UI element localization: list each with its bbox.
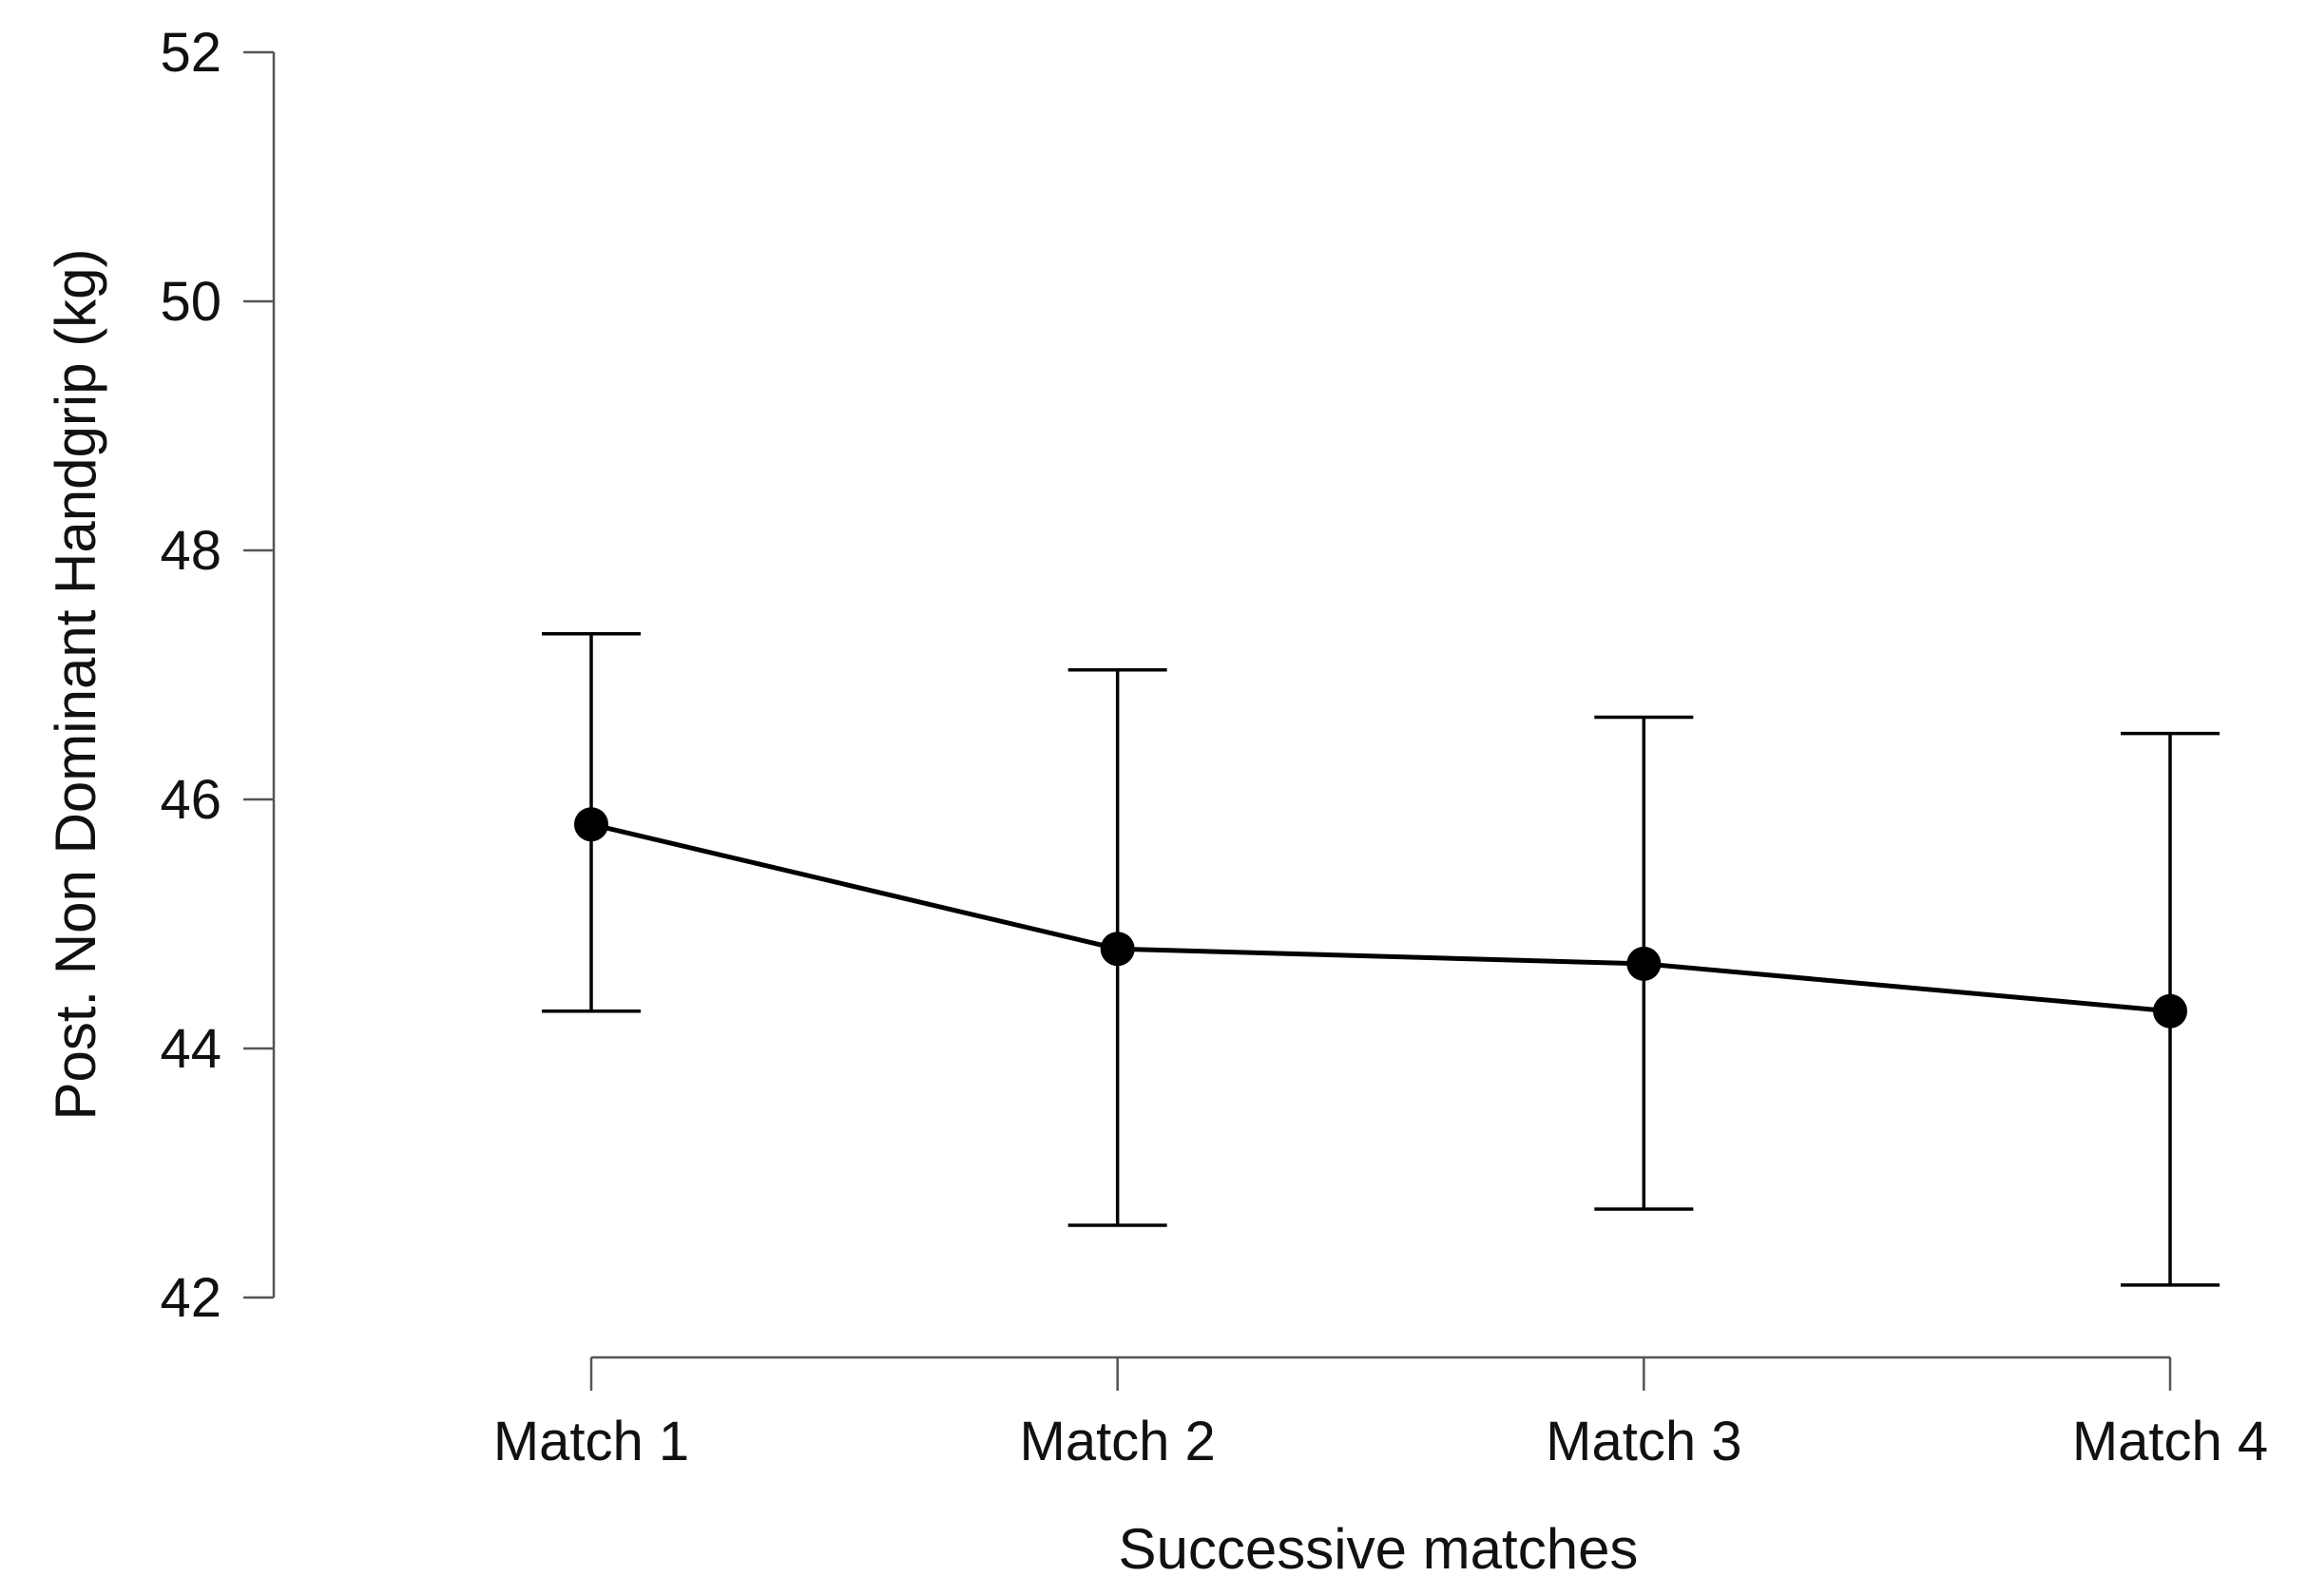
x-axis-title: Successive matches bbox=[1119, 1517, 1639, 1581]
data-point bbox=[1100, 932, 1135, 967]
y-tick-label: 42 bbox=[160, 1267, 221, 1329]
x-tick-label: Match 1 bbox=[493, 1411, 689, 1472]
data-point bbox=[574, 807, 608, 842]
data-point bbox=[2153, 993, 2187, 1029]
y-axis-title: Post. Non Dominant Handgrip (kg) bbox=[44, 248, 107, 1120]
x-axis: Match 1 Match 2 Match 3 Match 4 bbox=[493, 1356, 2268, 1472]
plot-area bbox=[542, 632, 2220, 1287]
series-line bbox=[590, 821, 2171, 1014]
y-axis: 42 44 46 48 50 52 bbox=[160, 22, 276, 1329]
x-tick-label: Match 4 bbox=[2072, 1411, 2268, 1472]
y-tick-label: 48 bbox=[160, 520, 221, 582]
x-tick-label: Match 3 bbox=[1546, 1411, 1741, 1472]
y-tick-label: 50 bbox=[160, 271, 221, 333]
data-point bbox=[1626, 946, 1662, 981]
y-tick-label: 46 bbox=[160, 769, 221, 831]
x-tick-label: Match 2 bbox=[1020, 1411, 1216, 1472]
y-tick-label: 44 bbox=[160, 1018, 221, 1080]
y-tick-label: 52 bbox=[160, 22, 221, 84]
